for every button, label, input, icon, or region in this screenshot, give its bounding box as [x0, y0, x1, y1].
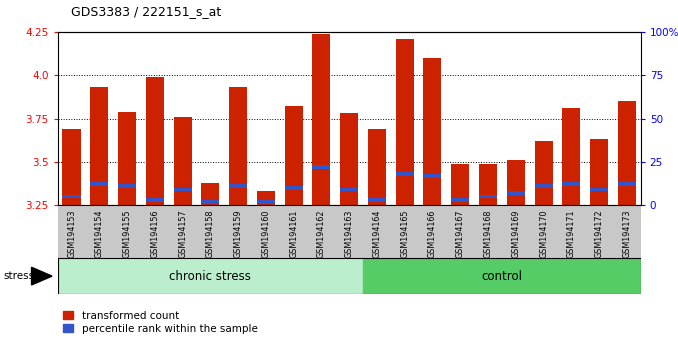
Text: GSM194171: GSM194171 — [567, 210, 576, 258]
Bar — [146, 198, 164, 202]
Text: GSM194160: GSM194160 — [262, 210, 271, 258]
Bar — [618, 101, 636, 205]
Text: GSM194165: GSM194165 — [400, 210, 410, 258]
Bar — [257, 192, 275, 205]
Bar — [451, 198, 469, 202]
Bar — [118, 184, 136, 188]
Text: GSM194170: GSM194170 — [539, 210, 548, 258]
Bar — [90, 87, 108, 205]
Text: GSM194156: GSM194156 — [151, 210, 159, 258]
Bar — [368, 129, 386, 205]
Bar — [590, 188, 608, 192]
Bar — [534, 184, 553, 188]
Bar — [340, 188, 358, 192]
Legend: transformed count, percentile rank within the sample: transformed count, percentile rank withi… — [63, 310, 258, 334]
Bar — [62, 129, 81, 205]
Text: GSM194173: GSM194173 — [622, 210, 631, 258]
Text: GSM194168: GSM194168 — [483, 210, 492, 258]
Text: GSM194161: GSM194161 — [289, 210, 298, 258]
Bar — [618, 182, 636, 186]
Bar — [146, 77, 164, 205]
Bar — [229, 184, 247, 188]
Bar — [201, 183, 220, 205]
Bar — [174, 188, 192, 192]
Bar — [229, 87, 247, 205]
Bar — [58, 258, 363, 294]
Bar — [451, 164, 469, 205]
Bar — [479, 195, 497, 198]
Polygon shape — [31, 267, 52, 285]
Bar — [506, 160, 525, 205]
Bar — [257, 200, 275, 204]
Text: GSM194155: GSM194155 — [123, 210, 132, 258]
Bar — [590, 139, 608, 205]
Bar — [479, 164, 497, 205]
Bar — [368, 198, 386, 202]
Text: GSM194162: GSM194162 — [317, 210, 326, 258]
Bar — [118, 112, 136, 205]
Bar — [562, 182, 580, 186]
Bar — [285, 107, 302, 205]
Text: GSM194159: GSM194159 — [234, 210, 243, 258]
Bar — [424, 174, 441, 178]
Bar — [534, 141, 553, 205]
Text: GSM194154: GSM194154 — [95, 210, 104, 258]
Text: GSM194167: GSM194167 — [456, 210, 464, 258]
Bar — [340, 113, 358, 205]
Text: chronic stress: chronic stress — [170, 270, 252, 282]
Bar — [174, 117, 192, 205]
Bar — [562, 108, 580, 205]
Bar — [285, 186, 302, 190]
Text: GSM194157: GSM194157 — [178, 210, 187, 258]
Text: GSM194166: GSM194166 — [428, 210, 437, 258]
Bar — [396, 172, 414, 176]
Text: GDS3383 / 222151_s_at: GDS3383 / 222151_s_at — [71, 5, 222, 18]
Text: GSM194158: GSM194158 — [206, 210, 215, 258]
Text: GSM194153: GSM194153 — [67, 210, 76, 258]
Bar — [424, 58, 441, 205]
Bar — [90, 182, 108, 186]
Bar — [201, 200, 220, 204]
Text: GSM194164: GSM194164 — [372, 210, 382, 258]
Text: control: control — [481, 270, 522, 282]
Text: GSM194169: GSM194169 — [511, 210, 520, 258]
Bar — [313, 165, 330, 169]
Bar — [313, 34, 330, 205]
Text: GSM194163: GSM194163 — [344, 210, 354, 258]
Text: GSM194172: GSM194172 — [595, 210, 603, 258]
Text: stress: stress — [3, 271, 35, 281]
Bar — [62, 195, 81, 198]
Bar — [363, 258, 641, 294]
Bar — [506, 191, 525, 195]
Bar — [396, 39, 414, 205]
